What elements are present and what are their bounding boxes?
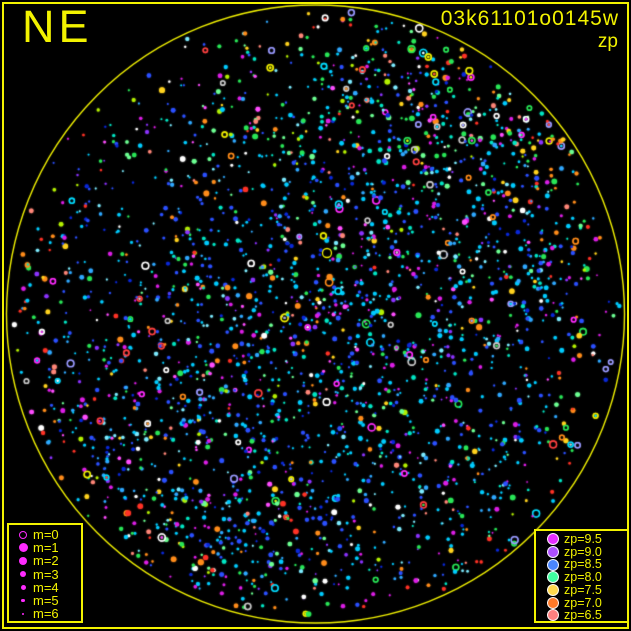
zp-color-symbol — [542, 558, 564, 571]
legend-label: m=3 — [33, 566, 59, 582]
legend-label: m=0 — [33, 527, 59, 543]
color-dot — [547, 571, 559, 584]
magnitude-symbol — [13, 584, 33, 590]
zp-color-symbol — [542, 571, 564, 584]
filled-dot-symbol — [21, 598, 25, 603]
legend-label: m=2 — [33, 553, 59, 569]
zp-color-symbol — [542, 609, 564, 622]
filled-dot-symbol — [20, 584, 26, 590]
legend-label: zp=9.0 — [564, 544, 602, 559]
legend-row: zp=7.0 — [542, 596, 627, 609]
filled-dot-symbol — [18, 543, 28, 553]
plate-title: 03k61101o0145w — [440, 7, 619, 30]
legend-row: zp=7.5 — [542, 584, 627, 597]
legend-label: zp=6.5 — [564, 608, 602, 623]
open-circle-symbol — [19, 530, 27, 539]
magnitude-symbol — [13, 543, 33, 553]
magnitude-legend-rows: m=0 m=1 m=2 m=3 m=4 m=5 m=6 — [13, 528, 81, 620]
legend-row: zp=9.5 — [542, 533, 627, 546]
color-dot — [547, 546, 559, 559]
legend-label: m=4 — [33, 579, 59, 595]
legend-row: zp=8.5 — [542, 558, 627, 571]
legend-row: m=6 — [13, 607, 81, 620]
color-dot — [547, 584, 559, 597]
legend-label: m=1 — [33, 540, 59, 556]
color-dot — [547, 596, 559, 609]
magnitude-symbol — [13, 556, 33, 565]
magnitude-symbol — [13, 598, 33, 603]
legend-row: m=0 — [13, 528, 81, 541]
legend-row: zp=6.5 — [542, 609, 627, 622]
color-variable-label: zp — [597, 31, 618, 52]
magnitude-symbol — [13, 570, 33, 578]
legend-row: m=1 — [13, 541, 81, 554]
legend-label: m=5 — [33, 593, 59, 609]
orientation-label: NE — [22, 1, 93, 52]
zp-legend-rows: zp=9.5 zp=9.0 zp=8.5 zp=8.0 zp=7.5 zp=7.0 zp=6… — [542, 533, 627, 622]
color-dot — [547, 558, 559, 571]
zp-color-symbol — [542, 546, 564, 559]
zp-color-symbol — [542, 533, 564, 546]
legend-label: zp=7.5 — [564, 582, 602, 597]
legend-row: m=4 — [13, 581, 81, 594]
filled-dot-symbol — [19, 570, 27, 578]
legend-row: m=5 — [13, 594, 81, 607]
filled-dot-symbol — [19, 556, 27, 565]
legend-label: zp=8.5 — [564, 557, 602, 572]
zp-color-symbol — [542, 596, 564, 609]
color-dot — [547, 609, 559, 622]
legend-row: m=3 — [13, 568, 81, 581]
filled-dot-symbol — [22, 612, 24, 615]
legend-row: zp=8.0 — [542, 571, 627, 584]
legend-label: m=6 — [33, 606, 59, 622]
legend-row: m=2 — [13, 554, 81, 567]
magnitude-symbol — [13, 612, 33, 615]
color-dot — [547, 533, 559, 546]
magnitude-symbol — [13, 530, 33, 539]
legend-label: zp=8.0 — [564, 570, 602, 585]
magnitude-legend: m=0 m=1 m=2 m=3 m=4 m=5 m=6 — [7, 523, 83, 623]
zp-color-legend: zp=9.5 zp=9.0 zp=8.5 zp=8.0 zp=7.5 zp=7.0 zp=6… — [534, 529, 629, 623]
legend-label: zp=7.0 — [564, 595, 602, 610]
legend-label: zp=9.5 — [564, 532, 602, 547]
zp-color-symbol — [542, 584, 564, 597]
legend-row: zp=9.0 — [542, 546, 627, 559]
